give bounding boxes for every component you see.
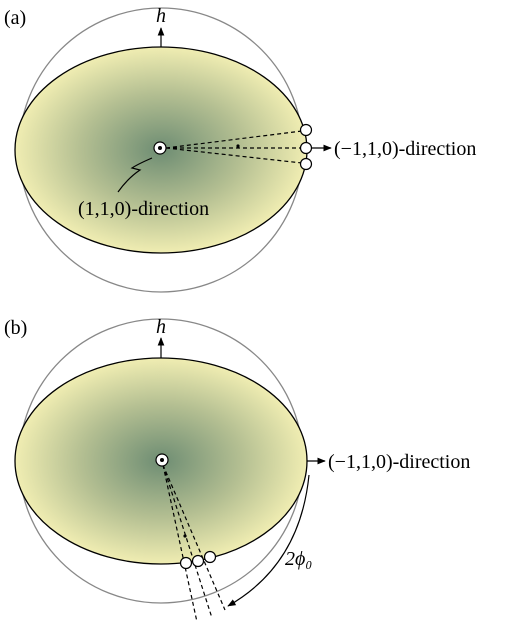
spin	[301, 159, 312, 170]
panel-a: (a) h (−1,1,0)-direction (1,1,0)-directi…	[4, 5, 476, 292]
panel-b: (b) h (−1,1,0)-direction 2ϕ₀	[4, 316, 470, 622]
angle-label: 2ϕ₀	[285, 548, 312, 570]
panel-label: (b)	[4, 317, 27, 339]
dot	[183, 534, 186, 537]
center-label: (1,1,0)-direction	[78, 198, 209, 220]
direction-label: (−1,1,0)-direction	[328, 451, 470, 473]
spin	[301, 125, 312, 136]
h-label: h	[156, 316, 166, 338]
dot	[236, 144, 239, 147]
h-label: h	[156, 5, 166, 27]
spin	[301, 143, 312, 154]
diagram: (a) h (−1,1,0)-direction (1,1,0)-directi…	[0, 0, 520, 626]
center-dot	[158, 146, 162, 150]
spin	[205, 552, 216, 563]
center-dot	[160, 458, 164, 462]
panel-label: (a)	[4, 7, 26, 29]
direction-label: (−1,1,0)-direction	[334, 138, 476, 160]
spin	[181, 558, 192, 569]
spin	[193, 556, 204, 567]
